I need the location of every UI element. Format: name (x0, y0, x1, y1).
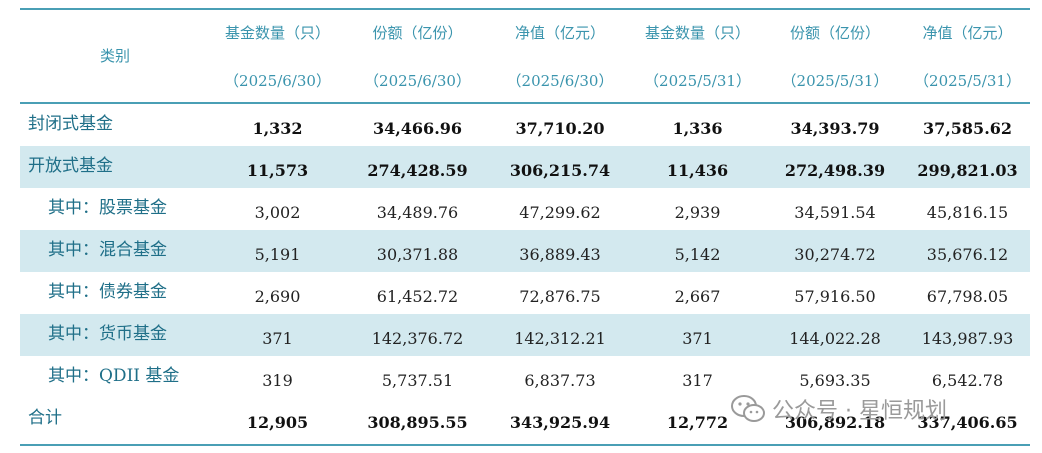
cell-nav-0630: 6,837.73 (524, 371, 596, 390)
cell-count-0531: 2,667 (674, 287, 721, 306)
cell-shares-0531: 306,892.18 (784, 413, 886, 432)
cell-shares-0630: 34,489.76 (376, 203, 459, 222)
table-row-open-end: 开放式基金 11,573 274,428.59 306,215.74 11,43… (20, 146, 1030, 188)
cell-nav-0630: 142,312.21 (514, 329, 606, 348)
cell-count-0531: 2,939 (674, 203, 721, 222)
table-row-bond: 其中：债券基金 2,690 61,452.72 72,876.75 2,667 … (20, 272, 1030, 314)
header-col-shares-0531: 份额（亿份） （2025/5/31） (765, 10, 905, 102)
cell-nav-0630: 37,710.20 (515, 119, 605, 138)
header-date: （2025/5/31） (914, 72, 1021, 90)
cell-shares-0531: 144,022.28 (789, 329, 881, 348)
cell-nav-0630: 72,876.75 (519, 287, 601, 306)
cell-shares-0630: 34,466.96 (372, 119, 463, 138)
header-date: （2025/6/30） (224, 72, 331, 90)
cell-shares-0531: 57,916.50 (794, 287, 876, 306)
cell-count-0531: 5,142 (674, 245, 721, 264)
header-title: 净值（亿元） (922, 24, 1013, 42)
header-category: 类别 (99, 47, 130, 65)
cell-shares-0630: 308,895.55 (367, 413, 468, 432)
row-label: 合计 (28, 408, 62, 428)
header-col-count-0531: 基金数量（只） （2025/5/31） (630, 10, 765, 102)
header-title: 净值（亿元） (514, 24, 605, 42)
cell-shares-0630: 5,737.51 (381, 371, 454, 390)
cell-nav-0630: 306,215.74 (509, 161, 611, 180)
cell-nav-0531: 37,585.62 (922, 119, 1013, 138)
table-header: 类别 基金数量（只） （2025/6/30） 份额（亿份） （2025/6/30… (20, 10, 1030, 104)
header-title: 份额（亿份） (789, 24, 880, 42)
header-title: 基金数量（只） (644, 24, 750, 42)
table-row-total: 合计 12,905 308,895.55 343,925.94 12,772 3… (20, 398, 1030, 440)
cell-nav-0531: 143,987.93 (921, 329, 1014, 348)
header-title: 基金数量（只） (224, 24, 330, 42)
cell-count-0630: 3,002 (254, 203, 301, 222)
cell-nav-0531: 337,406.65 (917, 413, 1018, 432)
wechat-icon (731, 395, 765, 422)
table-row-equity: 其中：股票基金 3,002 34,489.76 47,299.62 2,939 … (20, 188, 1030, 230)
cell-count-0531: 11,436 (666, 161, 729, 180)
row-label: 其中：QDII 基金 (48, 366, 180, 386)
header-title: 份额（亿份） (372, 24, 463, 42)
table-row-hybrid: 其中：混合基金 5,191 30,371.88 36,889.43 5,142 … (20, 230, 1030, 272)
table-row-closed-end: 封闭式基金 1,332 34,466.96 37,710.20 1,336 34… (20, 104, 1030, 146)
cell-shares-0531: 5,693.35 (799, 371, 871, 390)
cell-nav-0531: 6,542.78 (931, 371, 1004, 390)
header-col-nav-0630: 净值（亿元） （2025/6/30） (490, 10, 630, 102)
header-col-nav-0531: 净值（亿元） （2025/5/31） (905, 10, 1030, 102)
cell-shares-0630: 61,452.72 (376, 287, 459, 306)
cell-nav-0531: 67,798.05 (926, 287, 1009, 306)
table-top-rule (20, 8, 1030, 10)
cell-count-0531: 371 (682, 329, 713, 348)
table-row-money-market: 其中：货币基金 371 142,376.72 142,312.21 371 14… (20, 314, 1030, 356)
cell-count-0531: 317 (682, 371, 713, 390)
header-col-count-0630: 基金数量（只） （2025/6/30） (210, 10, 345, 102)
row-label: 封闭式基金 (28, 114, 113, 134)
cell-count-0630: 319 (262, 371, 293, 390)
cell-count-0630: 12,905 (246, 413, 309, 432)
table-row-qdii: 其中：QDII 基金 319 5,737.51 6,837.73 317 5,6… (20, 356, 1030, 398)
cell-count-0630: 1,332 (252, 119, 303, 138)
row-label: 其中：债券基金 (48, 282, 167, 302)
cell-count-0630: 11,573 (246, 161, 309, 180)
cell-count-0630: 371 (262, 329, 293, 348)
row-label: 其中：混合基金 (48, 240, 167, 260)
cell-shares-0630: 30,371.88 (376, 245, 459, 264)
header-date: （2025/6/30） (364, 72, 471, 90)
header-date: （2025/6/30） (506, 72, 614, 90)
cell-nav-0630: 343,925.94 (509, 413, 611, 432)
table-bottom-rule (20, 444, 1030, 446)
cell-nav-0630: 47,299.62 (519, 203, 601, 222)
cell-nav-0531: 299,821.03 (917, 161, 1018, 180)
cell-count-0531: 12,772 (666, 413, 729, 432)
cell-nav-0531: 35,676.12 (926, 245, 1009, 264)
cell-count-0630: 2,690 (254, 287, 301, 306)
watermark-text: 公众号 · 星恒规划 (772, 399, 947, 424)
row-label: 其中：股票基金 (48, 198, 167, 218)
cell-nav-0630: 36,889.43 (519, 245, 601, 264)
header-date: （2025/5/31） (781, 72, 889, 90)
row-label: 其中：货币基金 (48, 324, 167, 344)
cell-shares-0630: 274,428.59 (367, 161, 468, 180)
cell-shares-0531: 34,591.54 (794, 203, 876, 222)
cell-shares-0531: 34,393.79 (790, 119, 880, 138)
watermark: 公众号 · 星恒规划 (730, 394, 947, 424)
row-label: 开放式基金 (28, 156, 113, 176)
cell-shares-0531: 272,498.39 (784, 161, 886, 180)
cell-nav-0531: 45,816.15 (926, 203, 1009, 222)
cell-shares-0531: 30,274.72 (794, 245, 876, 264)
cell-count-0630: 5,191 (254, 245, 301, 264)
cell-count-0531: 1,336 (672, 119, 723, 138)
header-col-shares-0630: 份额（亿份） （2025/6/30） (345, 10, 490, 102)
cell-shares-0630: 142,376.72 (371, 329, 464, 348)
header-date: （2025/5/31） (644, 72, 751, 90)
